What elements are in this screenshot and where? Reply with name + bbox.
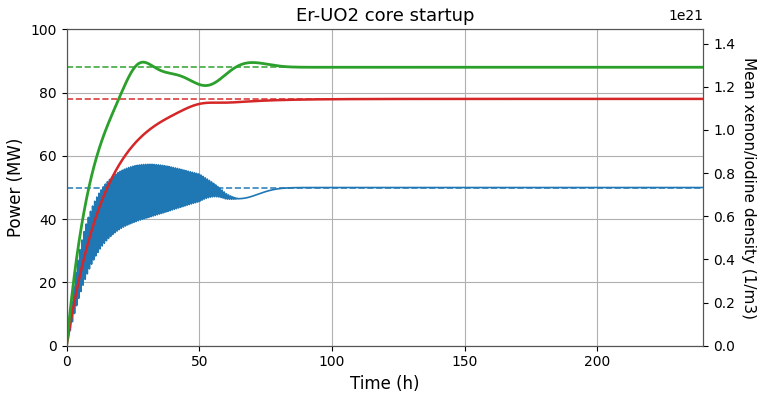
Y-axis label: Mean xenon/iodine density (1/m3): Mean xenon/iodine density (1/m3) xyxy=(741,56,756,318)
Y-axis label: Power (MW): Power (MW) xyxy=(7,138,25,237)
X-axis label: Time (h): Time (h) xyxy=(350,375,420,393)
Title: Er-UO2 core startup: Er-UO2 core startup xyxy=(296,7,475,25)
Text: 1e21: 1e21 xyxy=(668,9,703,23)
